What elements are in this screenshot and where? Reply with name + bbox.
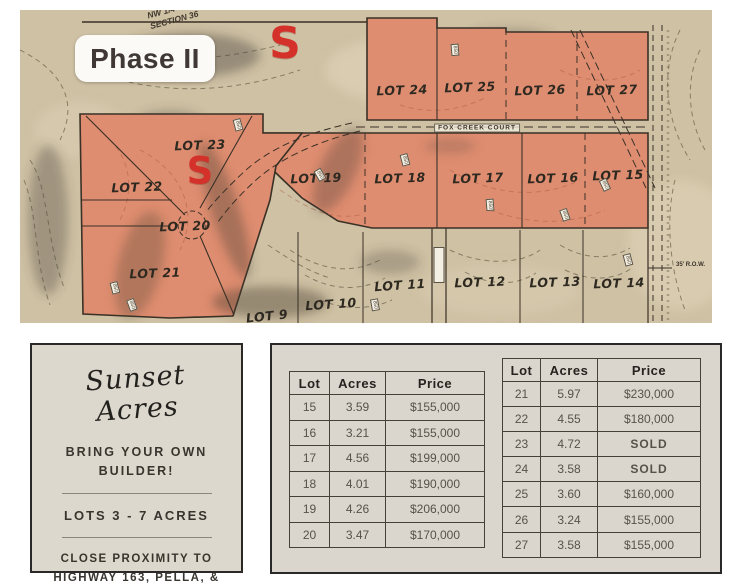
- table-row: 17 4.56 $199,000: [289, 445, 485, 472]
- map-lot-25-label: LOT 25: [444, 78, 496, 96]
- lot-lines: [81, 18, 656, 323]
- col-header-price: Price: [385, 371, 485, 395]
- price-table-lots-15-20: Lot Acres Price 15 3.59 $155,000 16 3.21 $15…: [289, 371, 485, 548]
- price-cell: $180,000: [597, 406, 701, 433]
- table-row: 22 4.55 $180,000: [502, 406, 701, 433]
- price-cell-sold: SOLD: [597, 431, 701, 458]
- map-lot-13-label: LOT 13: [529, 273, 581, 291]
- brand-script-logo: Sunset Acres: [84, 359, 187, 428]
- info-line-builder: BRING YOUR OWN BUILDER!: [65, 445, 208, 478]
- price-cell-sold: SOLD: [597, 456, 701, 483]
- lot-cell: 26: [502, 506, 541, 533]
- street-name-marker: [433, 247, 445, 283]
- lot-cell: 24: [502, 456, 541, 483]
- lot-cell: 16: [289, 419, 330, 446]
- table-row: 26 3.24 $155,000: [502, 506, 701, 533]
- elevation-marker: 850: [450, 43, 460, 57]
- table-row: 21 5.97 $230,000: [502, 380, 701, 408]
- price-cell: $199,000: [385, 445, 485, 472]
- lot-cell: 23: [502, 431, 541, 458]
- col-header-lot: Lot: [502, 358, 541, 382]
- table-row: 23 4.72 SOLD: [502, 431, 701, 458]
- map-lot-23-label: LOT 23: [174, 136, 226, 154]
- table-row: 20 3.47 $170,000: [289, 521, 485, 548]
- price-table-lots-21-27: Lot Acres Price 21 5.97 $230,000 22 4.55 $18…: [502, 358, 701, 558]
- table-row: 18 4.01 $190,000: [289, 470, 485, 497]
- price-cell: $155,000: [385, 394, 485, 421]
- acres-cell: 3.24: [540, 506, 598, 533]
- map-lot-18-label: LOT 18: [374, 169, 426, 187]
- price-cell: $160,000: [597, 481, 701, 508]
- price-cell: $155,000: [597, 531, 701, 558]
- acres-cell: 5.97: [540, 380, 598, 408]
- phase-label: Phase II: [90, 42, 200, 74]
- lot-cell: 22: [502, 406, 541, 433]
- price-cell: $155,000: [385, 419, 485, 446]
- lot-cell: 27: [502, 531, 541, 558]
- map-lot-22-label: LOT 22: [111, 178, 163, 196]
- acres-cell: 3.47: [329, 521, 386, 548]
- acres-cell: 3.21: [329, 419, 386, 446]
- price-cell: $206,000: [385, 496, 485, 523]
- col-header-price: Price: [597, 358, 701, 382]
- acres-cell: 4.26: [329, 496, 386, 523]
- col-header-lot: Lot: [289, 371, 330, 395]
- acres-cell: 3.58: [540, 531, 598, 558]
- map-lot-21-label: LOT 21: [129, 264, 181, 282]
- map-lot-26-label: LOT 26: [514, 81, 566, 99]
- acres-cell: 3.59: [329, 394, 386, 421]
- map-lot-20-label: LOT 20: [159, 217, 211, 235]
- acres-cell: 3.60: [540, 481, 598, 508]
- highlight-smudges: [114, 127, 476, 319]
- price-cell: $170,000: [385, 521, 485, 548]
- map-lot-27-label: LOT 27: [586, 81, 638, 99]
- price-tables-box: Lot Acres Price 15 3.59 $155,000 16 3.21 $15…: [270, 343, 722, 574]
- col-header-acres: Acres: [540, 358, 598, 382]
- col-header-acres: Acres: [329, 371, 386, 395]
- acres-cell: 4.72: [540, 431, 598, 458]
- table-header-row: Lot Acres Price: [289, 371, 485, 395]
- acres-cell: 4.56: [329, 445, 386, 472]
- map-lot-17-label: LOT 17: [452, 169, 504, 187]
- lot-cell: 15: [289, 394, 330, 421]
- info-line-proximity: CLOSE PROXIMITY TO HIGHWAY 163, PELLA, &…: [53, 553, 220, 584]
- acres-cell: 4.55: [540, 406, 598, 433]
- map-lot-12-label: LOT 12: [454, 273, 506, 291]
- table-header-row: Lot Acres Price: [502, 358, 701, 382]
- block-lots-24-27: [366, 17, 649, 121]
- phase-badge: Phase II: [75, 35, 215, 82]
- map-lot-24-label: LOT 24: [376, 81, 428, 99]
- divider: [61, 492, 212, 494]
- table-row: 15 3.59 $155,000: [289, 394, 485, 421]
- plat-map-graphic: [20, 10, 712, 323]
- table-row: 19 4.26 $206,000: [289, 496, 485, 523]
- info-box: Sunset Acres BRING YOUR OWN BUILDER! LOT…: [30, 343, 243, 584]
- map-lot-16-label: LOT 16: [527, 169, 579, 187]
- table-row: 16 3.21 $155,000: [289, 419, 485, 446]
- price-cell: $155,000: [597, 506, 701, 533]
- right-of-way-label: 35' R.O.W.: [676, 262, 706, 268]
- sunset-acres-logo-s: S: [269, 18, 301, 69]
- lot-cell: 18: [289, 470, 330, 497]
- table-row: 25 3.60 $160,000: [502, 481, 701, 508]
- lot-cell: 25: [502, 481, 541, 508]
- price-cell: $230,000: [597, 380, 701, 408]
- street-label: FOX CREEK COURT: [434, 123, 520, 133]
- lot-cell: 20: [289, 521, 330, 548]
- sunset-acres-logo-s: S: [186, 149, 214, 193]
- lot-cell: 19: [289, 496, 330, 523]
- elevation-marker: 850: [485, 198, 495, 212]
- plat-map: NW 1/4 SECTION 36 Phase II S S LOT 9 LOT…: [20, 10, 712, 323]
- acres-cell: 4.01: [329, 470, 386, 497]
- lot-cell: 17: [289, 445, 330, 472]
- divider: [61, 537, 212, 538]
- info-line-acres: LOTS 3 - 7 ACRES: [64, 507, 209, 523]
- map-lot-14-label: LOT 14: [593, 274, 645, 292]
- table-row: 27 3.58 $155,000: [502, 531, 701, 558]
- table-row: 24 3.58 SOLD: [502, 456, 701, 483]
- price-cell: $190,000: [385, 470, 485, 497]
- lot-cell: 21: [502, 380, 541, 408]
- acres-cell: 3.58: [540, 456, 598, 483]
